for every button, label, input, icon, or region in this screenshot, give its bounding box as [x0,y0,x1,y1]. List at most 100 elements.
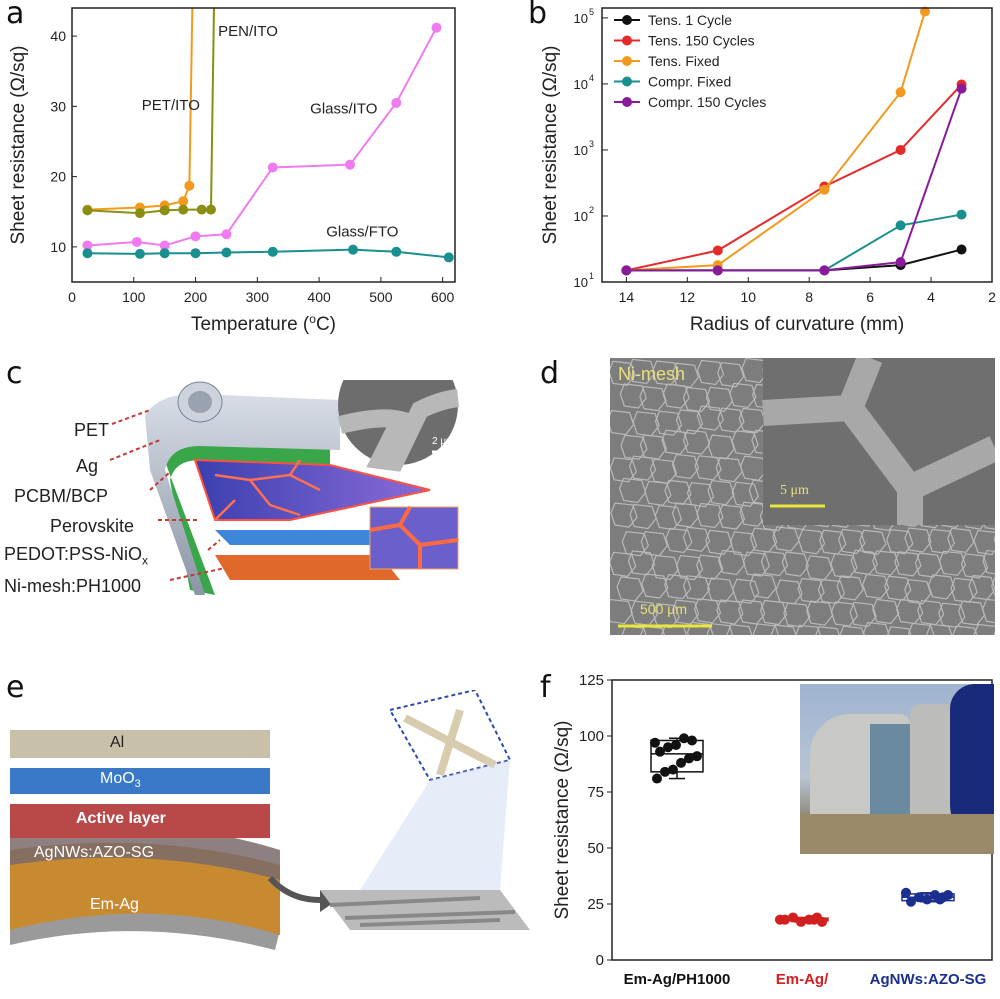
ytick-label-f-4: 100 [579,728,604,745]
ytick-exp-b-4: 5 [589,7,594,17]
label-perovskite: Perovskite [50,516,134,537]
point-a-1-2 [160,205,170,215]
legend-label-b-3: Compr. Fixed [648,74,731,90]
ytick-label-b-0: 10 [574,275,588,290]
point-b-4-2 [819,265,829,275]
sem-inset-scale-label: 5 μm [780,483,809,499]
point-a-3-3 [191,248,201,258]
film-roll-core [188,391,212,413]
label-active-layer: Active layer [76,810,166,828]
label-pcbm: PCBM/BCP [14,486,108,507]
scale-label-c: 2 μm [432,436,454,447]
photo-inset-f [800,684,994,854]
xtick-label-a-2: 200 [184,289,208,305]
point-a-2-3 [191,231,201,241]
xtick-label-a-6: 600 [431,289,455,305]
xlabel-a: Temperature (oC) [191,312,336,335]
layer-stack-e [0,690,540,994]
point-a-1-3 [178,205,188,215]
ytick-label-b-1: 10 [574,209,588,224]
xtick-label-a-1: 100 [122,289,146,305]
series-line-b-4 [626,89,961,271]
ytick-label-f-2: 50 [587,840,604,857]
point-b-2-2 [819,185,829,195]
point-a-2-1 [132,237,142,247]
label-pedot: PEDOT:PSS-NiOx [4,544,148,568]
point-b-4-0 [621,265,631,275]
ylabel-b: Sheet resistance (Ω/sq) [540,45,561,244]
point-f-1-7 [809,915,819,925]
frame-b [602,8,992,282]
ytick-exp-b-2: 3 [589,139,594,149]
ylabel-a: Sheet resistance (Ω/sq) [8,45,29,244]
frame-a [72,8,455,282]
xtick-label-b-0: 14 [619,289,635,305]
point-f-2-5 [906,897,916,907]
point-a-2-8 [431,23,441,33]
legend-marker-b-4 [622,97,632,107]
series-line-b-2 [626,12,925,271]
series-line-b-1 [626,85,961,271]
legend-marker-b-3 [622,77,632,87]
point-f-0-8 [676,758,686,768]
xtick-label-b-4: 6 [866,289,874,305]
point-f-2-0 [901,888,911,898]
arrow-pet [112,410,150,424]
sem-title-d: Ni-mesh [618,364,685,385]
point-f-2-7 [935,895,945,905]
point-a-1-4 [197,205,207,215]
ytick-label-a-3: 40 [50,28,66,44]
panel-e: Al MoO3 Active layer AgNWs:AZO-SG Em-Ag [0,690,540,994]
point-b-1-3 [896,145,906,155]
label-nimesh: Ni-mesh:PH1000 [4,576,141,597]
xtick-label-b-5: 4 [927,289,935,305]
ytick-label-b-3: 10 [574,77,588,92]
xtick-label-a-3: 300 [246,289,270,305]
xtick-label-a-0: 0 [68,289,76,305]
ytick-label-f-5: 125 [579,672,604,689]
point-a-3-0 [82,248,92,258]
point-f-0-2 [679,733,689,743]
xtick-label-a-4: 400 [307,289,331,305]
point-b-2-3 [896,87,906,97]
point-a-1-5 [206,205,216,215]
annot-glass-fto: Glass/FTO [326,223,398,240]
label-moo3: MoO3 [100,770,141,790]
annot-glass-ito: Glass/ITO [310,100,377,117]
ytick-exp-b-3: 4 [589,73,594,83]
point-a-2-4 [221,229,231,239]
ytick-exp-b-1: 2 [589,205,594,215]
ytick-label-a-0: 10 [50,239,66,255]
point-b-3-4 [957,210,967,220]
al-layer [10,730,270,758]
point-a-2-7 [391,98,401,108]
label-agnws: AgNWs:AZO-SG [34,844,154,862]
ytick-label-f-1: 25 [587,896,604,913]
point-a-3-5 [268,247,278,257]
point-f-0-11 [652,774,662,784]
label-ag: Ag [76,456,98,477]
point-b-4-4 [957,84,967,94]
panel-c: PET Ag PCBM/BCP Perovskite PEDOT:PSS-NiO… [0,380,520,605]
ground [800,814,994,854]
xtick-label-b-6: 2 [988,289,996,305]
point-b-4-1 [713,265,723,275]
point-a-3-6 [348,245,358,255]
category-label-f-1: Em-Ag/ [776,971,829,988]
ytick-label-a-2: 30 [50,98,66,114]
legend-marker-b-1 [622,36,632,46]
panel-label-d: d [540,356,559,391]
point-f-0-0 [650,738,660,748]
xtick-label-a-5: 500 [369,289,393,305]
ytick-label-f-0: 0 [596,952,604,969]
ytick-exp-b-0: 1 [589,271,594,281]
point-a-2-5 [268,162,278,172]
xtick-label-b-1: 12 [680,289,696,305]
legend-label-b-4: Compr. 150 Cycles [648,94,766,110]
point-f-0-5 [655,747,665,757]
ytick-label-b-2: 10 [574,143,588,158]
legend-label-b-0: Tens. 1 Cycle [648,12,732,28]
ytick-label-f-3: 75 [587,784,604,801]
category-label-f-2: AgNWs:AZO-SG [870,971,987,988]
